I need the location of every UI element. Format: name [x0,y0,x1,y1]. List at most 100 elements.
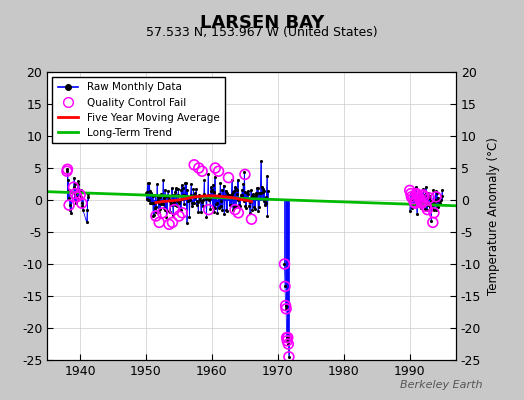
Point [262,194,270,200]
Point [67,210,75,216]
Point [161,193,170,199]
Point [409,202,418,208]
Point [249,203,258,210]
Point [233,187,242,193]
Point [222,207,231,213]
Point [211,204,220,211]
Point [423,206,432,213]
Point [436,200,445,206]
Point [247,193,256,199]
Legend: Raw Monthly Data, Quality Control Fail, Five Year Moving Average, Long-Term Tren: Raw Monthly Data, Quality Control Fail, … [52,77,225,143]
Point [430,210,438,216]
Point [217,187,226,194]
Point [200,191,208,198]
Point [420,206,429,212]
Point [282,334,291,341]
Point [74,178,83,184]
Point [146,199,155,206]
Point [281,283,289,290]
Point [281,283,289,290]
Point [422,207,431,214]
Point [424,202,433,208]
Point [236,203,244,209]
Point [82,219,91,226]
Point [158,210,167,216]
Point [184,198,192,204]
Point [169,192,178,198]
Point [435,201,444,208]
Point [244,190,253,197]
Point [232,203,240,209]
Point [251,206,259,212]
Point [435,196,443,202]
Point [247,187,255,193]
Point [195,195,204,201]
Point [261,197,269,204]
Point [239,198,248,204]
Point [66,202,74,208]
Point [149,213,157,220]
Point [156,206,165,212]
Point [230,204,238,211]
Point [282,306,290,312]
Point [147,199,156,206]
Point [204,206,213,213]
Point [183,187,191,193]
Point [170,201,179,208]
Point [214,168,223,174]
Point [69,184,78,190]
Point [416,194,424,201]
Point [420,195,428,201]
Point [187,181,195,187]
Point [414,194,423,200]
Point [263,173,271,179]
Point [150,205,159,211]
Point [84,194,92,200]
Point [432,207,440,213]
Point [406,187,414,194]
Point [215,204,224,210]
Point [406,208,414,214]
Point [193,198,201,204]
Point [157,201,166,207]
Point [73,187,82,194]
Point [419,186,428,192]
Point [412,190,421,197]
Point [200,177,209,183]
Point [285,354,293,360]
Point [208,187,216,194]
Point [426,203,434,210]
Point [434,194,442,201]
Point [159,195,168,202]
Point [183,194,192,200]
Point [193,199,202,205]
Point [280,261,289,267]
Point [433,197,441,204]
Point [242,205,250,212]
Point [152,213,160,219]
Point [228,206,237,213]
Point [225,202,234,208]
Point [216,180,224,186]
Point [163,193,172,199]
Point [431,188,440,195]
Point [192,186,200,192]
Point [70,174,78,181]
Point [210,189,219,196]
Point [204,171,212,178]
Point [226,193,234,199]
Point [241,189,249,195]
Point [410,196,418,202]
Point [241,171,249,178]
Point [425,194,433,201]
Point [427,198,435,204]
Point [143,196,151,203]
Point [198,198,206,204]
Point [204,197,213,203]
Point [231,206,239,213]
Point [179,192,188,198]
Point [172,186,180,192]
Point [428,199,436,206]
Point [207,188,215,194]
Point [70,181,79,187]
